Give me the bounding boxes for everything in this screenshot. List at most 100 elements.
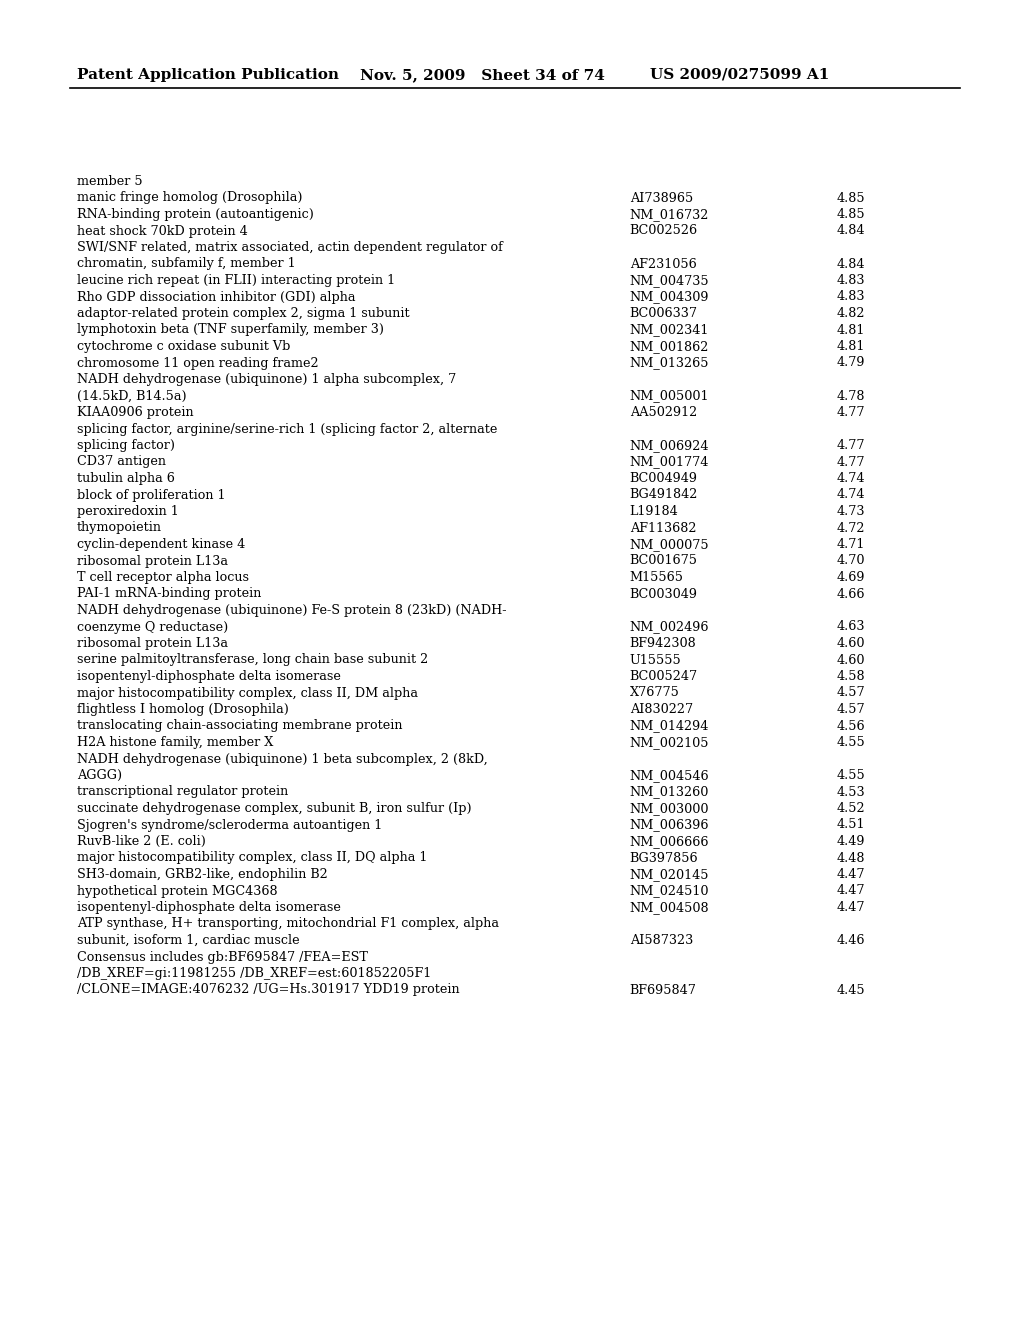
Text: heat shock 70kD protein 4: heat shock 70kD protein 4 (77, 224, 248, 238)
Text: NM_004309: NM_004309 (630, 290, 710, 304)
Text: NM_004546: NM_004546 (630, 770, 710, 781)
Text: /CLONE=IMAGE:4076232 /UG=Hs.301917 YDD19 protein: /CLONE=IMAGE:4076232 /UG=Hs.301917 YDD19… (77, 983, 460, 997)
Text: 4.63: 4.63 (837, 620, 865, 634)
Text: peroxiredoxin 1: peroxiredoxin 1 (77, 506, 178, 517)
Text: member 5: member 5 (77, 176, 142, 187)
Text: NM_001862: NM_001862 (630, 341, 710, 352)
Text: 4.84: 4.84 (837, 257, 865, 271)
Text: 4.73: 4.73 (837, 506, 865, 517)
Text: 4.45: 4.45 (837, 983, 865, 997)
Text: 4.57: 4.57 (837, 686, 865, 700)
Text: (14.5kD, B14.5a): (14.5kD, B14.5a) (77, 389, 186, 403)
Text: 4.74: 4.74 (837, 488, 865, 502)
Text: NM_004735: NM_004735 (630, 275, 710, 286)
Text: RNA-binding protein (autoantigenic): RNA-binding protein (autoantigenic) (77, 209, 313, 220)
Text: AA502912: AA502912 (630, 407, 697, 418)
Text: NM_002496: NM_002496 (630, 620, 710, 634)
Text: major histocompatibility complex, class II, DM alpha: major histocompatibility complex, class … (77, 686, 418, 700)
Text: BC004949: BC004949 (630, 473, 697, 484)
Text: ribosomal protein L13a: ribosomal protein L13a (77, 554, 227, 568)
Text: 4.53: 4.53 (837, 785, 865, 799)
Text: NM_004508: NM_004508 (630, 902, 710, 913)
Text: BC001675: BC001675 (630, 554, 697, 568)
Text: NM_013260: NM_013260 (630, 785, 710, 799)
Text: H2A histone family, member X: H2A histone family, member X (77, 737, 273, 748)
Text: Rho GDP dissociation inhibitor (GDI) alpha: Rho GDP dissociation inhibitor (GDI) alp… (77, 290, 355, 304)
Text: NM_020145: NM_020145 (630, 869, 710, 880)
Text: isopentenyl-diphosphate delta isomerase: isopentenyl-diphosphate delta isomerase (77, 902, 341, 913)
Text: 4.48: 4.48 (837, 851, 865, 865)
Text: NM_006666: NM_006666 (630, 836, 710, 847)
Text: 4.72: 4.72 (837, 521, 865, 535)
Text: T cell receptor alpha locus: T cell receptor alpha locus (77, 572, 249, 583)
Text: NM_006924: NM_006924 (630, 440, 710, 451)
Text: M15565: M15565 (630, 572, 684, 583)
Text: NM_001774: NM_001774 (630, 455, 710, 469)
Text: BG491842: BG491842 (630, 488, 698, 502)
Text: U15555: U15555 (630, 653, 682, 667)
Text: block of proliferation 1: block of proliferation 1 (77, 488, 225, 502)
Text: AF231056: AF231056 (630, 257, 696, 271)
Text: Nov. 5, 2009   Sheet 34 of 74: Nov. 5, 2009 Sheet 34 of 74 (360, 69, 605, 82)
Text: 4.57: 4.57 (837, 704, 865, 715)
Text: major histocompatibility complex, class II, DQ alpha 1: major histocompatibility complex, class … (77, 851, 427, 865)
Text: Patent Application Publication: Patent Application Publication (77, 69, 339, 82)
Text: US 2009/0275099 A1: US 2009/0275099 A1 (650, 69, 829, 82)
Text: Consensus includes gb:BF695847 /FEA=EST: Consensus includes gb:BF695847 /FEA=EST (77, 950, 368, 964)
Text: isopentenyl-diphosphate delta isomerase: isopentenyl-diphosphate delta isomerase (77, 671, 341, 682)
Text: 4.85: 4.85 (837, 209, 865, 220)
Text: 4.69: 4.69 (837, 572, 865, 583)
Text: CD37 antigen: CD37 antigen (77, 455, 166, 469)
Text: 4.77: 4.77 (837, 407, 865, 418)
Text: SH3-domain, GRB2-like, endophilin B2: SH3-domain, GRB2-like, endophilin B2 (77, 869, 328, 880)
Text: AI738965: AI738965 (630, 191, 693, 205)
Text: BF695847: BF695847 (630, 983, 696, 997)
Text: KIAA0906 protein: KIAA0906 protein (77, 407, 194, 418)
Text: 4.85: 4.85 (837, 191, 865, 205)
Text: 4.56: 4.56 (837, 719, 865, 733)
Text: L19184: L19184 (630, 506, 679, 517)
Text: chromosome 11 open reading frame2: chromosome 11 open reading frame2 (77, 356, 318, 370)
Text: 4.55: 4.55 (837, 770, 865, 781)
Text: serine palmitoyltransferase, long chain base subunit 2: serine palmitoyltransferase, long chain … (77, 653, 428, 667)
Text: adaptor-related protein complex 2, sigma 1 subunit: adaptor-related protein complex 2, sigma… (77, 308, 410, 319)
Text: leucine rich repeat (in FLII) interacting protein 1: leucine rich repeat (in FLII) interactin… (77, 275, 395, 286)
Text: translocating chain-associating membrane protein: translocating chain-associating membrane… (77, 719, 402, 733)
Text: thymopoietin: thymopoietin (77, 521, 162, 535)
Text: ATP synthase, H+ transporting, mitochondrial F1 complex, alpha: ATP synthase, H+ transporting, mitochond… (77, 917, 499, 931)
Text: NM_006396: NM_006396 (630, 818, 710, 832)
Text: 4.74: 4.74 (837, 473, 865, 484)
Text: 4.83: 4.83 (837, 275, 865, 286)
Text: 4.47: 4.47 (837, 869, 865, 880)
Text: 4.55: 4.55 (837, 737, 865, 748)
Text: BG397856: BG397856 (630, 851, 698, 865)
Text: NADH dehydrogenase (ubiquinone) 1 beta subcomplex, 2 (8kD,: NADH dehydrogenase (ubiquinone) 1 beta s… (77, 752, 487, 766)
Text: 4.49: 4.49 (837, 836, 865, 847)
Text: AGGG): AGGG) (77, 770, 122, 781)
Text: NADH dehydrogenase (ubiquinone) Fe-S protein 8 (23kD) (NADH-: NADH dehydrogenase (ubiquinone) Fe-S pro… (77, 605, 506, 616)
Text: NM_014294: NM_014294 (630, 719, 710, 733)
Text: ribosomal protein L13a: ribosomal protein L13a (77, 638, 227, 649)
Text: 4.71: 4.71 (837, 539, 865, 550)
Text: subunit, isoform 1, cardiac muscle: subunit, isoform 1, cardiac muscle (77, 935, 299, 946)
Text: AI587323: AI587323 (630, 935, 693, 946)
Text: splicing factor, arginine/serine-rich 1 (splicing factor 2, alternate: splicing factor, arginine/serine-rich 1 … (77, 422, 498, 436)
Text: BC005247: BC005247 (630, 671, 698, 682)
Text: chromatin, subfamily f, member 1: chromatin, subfamily f, member 1 (77, 257, 296, 271)
Text: PAI-1 mRNA-binding protein: PAI-1 mRNA-binding protein (77, 587, 261, 601)
Text: BC006337: BC006337 (630, 308, 697, 319)
Text: hypothetical protein MGC4368: hypothetical protein MGC4368 (77, 884, 278, 898)
Text: X76775: X76775 (630, 686, 680, 700)
Text: AF113682: AF113682 (630, 521, 696, 535)
Text: 4.82: 4.82 (837, 308, 865, 319)
Text: 4.81: 4.81 (837, 323, 865, 337)
Text: NM_003000: NM_003000 (630, 803, 710, 814)
Text: NM_013265: NM_013265 (630, 356, 710, 370)
Text: 4.66: 4.66 (837, 587, 865, 601)
Text: lymphotoxin beta (TNF superfamily, member 3): lymphotoxin beta (TNF superfamily, membe… (77, 323, 384, 337)
Text: cytochrome c oxidase subunit Vb: cytochrome c oxidase subunit Vb (77, 341, 290, 352)
Text: NM_005001: NM_005001 (630, 389, 710, 403)
Text: Sjogren's syndrome/scleroderma autoantigen 1: Sjogren's syndrome/scleroderma autoantig… (77, 818, 382, 832)
Text: cyclin-dependent kinase 4: cyclin-dependent kinase 4 (77, 539, 245, 550)
Text: 4.60: 4.60 (837, 653, 865, 667)
